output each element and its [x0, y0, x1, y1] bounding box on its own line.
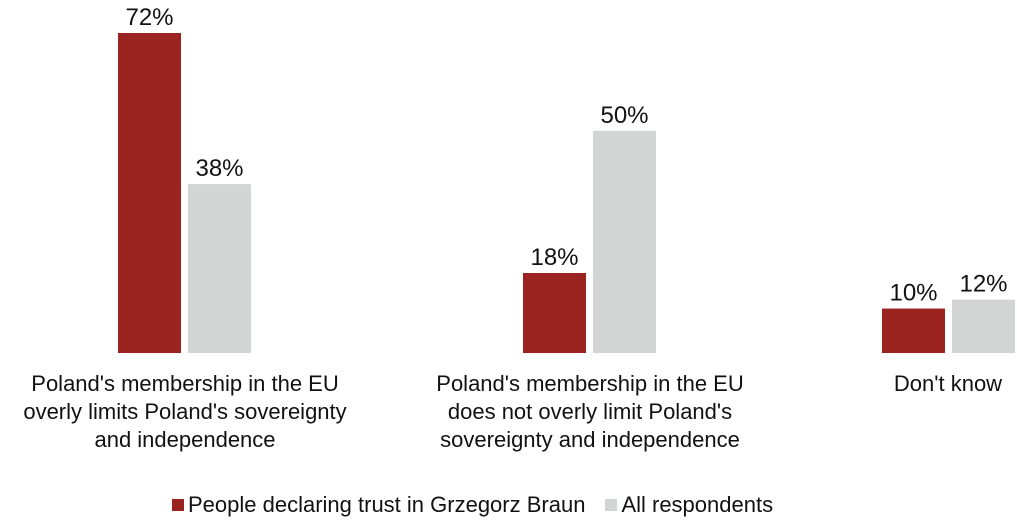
category-label: Poland's membership in the EU overly limi… — [0, 370, 385, 454]
bar-all-1 — [593, 130, 656, 353]
data-label: 10% — [889, 280, 937, 307]
data-label: 12% — [959, 271, 1007, 298]
data-label: 38% — [195, 155, 243, 182]
category-label-line: and independence — [94, 427, 276, 452]
legend-label-all: All respondents — [621, 492, 774, 517]
data-label: 72% — [125, 4, 173, 31]
bar-braun-2 — [882, 308, 945, 353]
category-label-line: Poland's membership in the EU — [31, 371, 339, 396]
legend-swatch-braun — [172, 499, 184, 511]
bar-all-2 — [952, 299, 1015, 353]
category-label-line: does not overly limit Poland's — [447, 399, 733, 424]
legend-swatch-all — [605, 499, 618, 511]
category-label: Don't know — [748, 370, 1017, 398]
data-label: 50% — [600, 102, 648, 129]
category-label: Poland's membership in the EU does not ov… — [390, 370, 790, 454]
bar-all-0 — [188, 184, 251, 353]
legend: People declaring trust in Grzegorz Braun… — [172, 492, 773, 518]
bar-braun-1 — [523, 273, 586, 353]
category-label-line: overly limits Poland's sovereignty — [23, 399, 347, 424]
bar-chart: 72% 18% 10% 38% 50% 12% — [118, 4, 1015, 353]
legend-label-braun: People declaring trust in Grzegorz Braun — [188, 492, 586, 517]
category-label-line: Don't know — [893, 371, 1003, 396]
category-label-line: Poland's membership in the EU — [436, 371, 744, 396]
bar-braun-0 — [118, 33, 181, 353]
category-label-line: sovereignty and independence — [440, 427, 740, 452]
data-label: 18% — [530, 244, 578, 271]
